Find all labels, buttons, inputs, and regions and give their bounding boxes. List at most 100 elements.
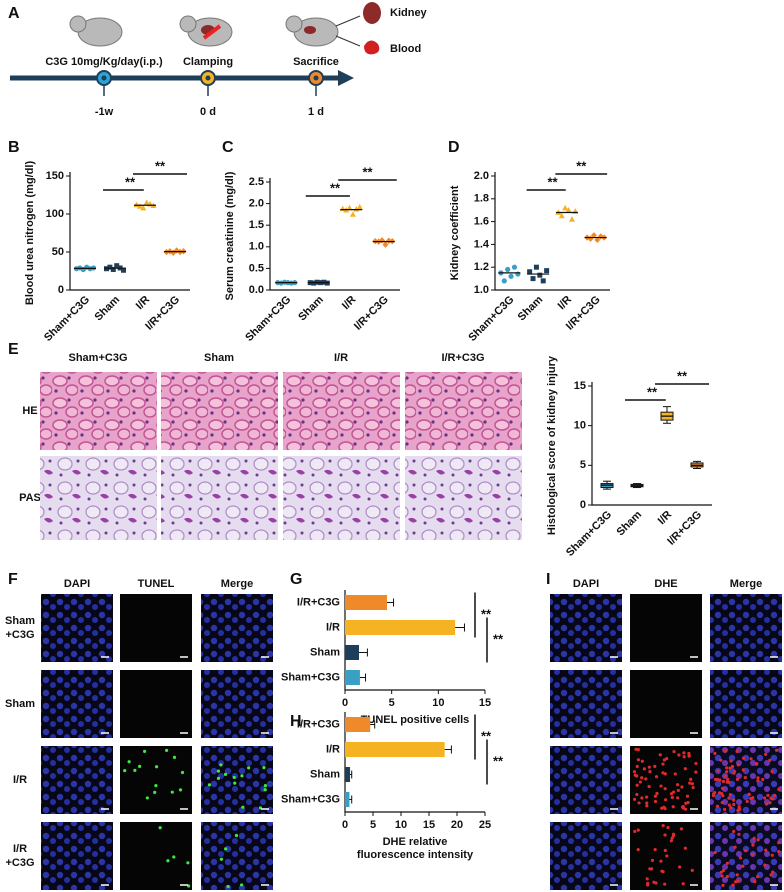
- micrograph: [630, 670, 702, 738]
- stained-cell: [721, 794, 725, 798]
- stained-cell: [727, 796, 731, 800]
- micrograph: [550, 670, 622, 738]
- timepoint-core: [101, 75, 107, 81]
- micrograph: [120, 822, 192, 890]
- data-point: [508, 273, 514, 279]
- stained-cell: [645, 795, 649, 799]
- micrograph: [201, 594, 273, 662]
- micrograph: [161, 456, 278, 540]
- stained-cell: [751, 843, 755, 847]
- panel-label: I: [546, 571, 550, 588]
- stained-cell: [263, 784, 268, 788]
- y-tick-label: 100: [46, 208, 64, 220]
- stained-cell: [690, 868, 694, 872]
- stained-cell: [636, 748, 640, 752]
- row-label: I/R: [13, 774, 27, 786]
- stained-cell: [673, 772, 677, 776]
- bar: [345, 792, 350, 807]
- stained-cell: [671, 834, 676, 838]
- stained-cell: [658, 753, 662, 757]
- stained-cell: [756, 838, 760, 842]
- error-bar: [359, 648, 368, 657]
- micrograph: [41, 594, 113, 662]
- stained-cell: [764, 752, 768, 756]
- stained-cell: [718, 778, 722, 782]
- y-tick-label: 1.5: [249, 219, 264, 231]
- stained-cell: [655, 791, 659, 796]
- y-axis-label: Blood urea nitrogen (mg/dl): [24, 161, 36, 306]
- panel-label: A: [8, 5, 20, 22]
- stained-cell: [756, 776, 760, 780]
- bar: [345, 670, 360, 685]
- stained-cell: [240, 774, 244, 778]
- data-point: [121, 267, 126, 273]
- stained-cell: [771, 870, 775, 874]
- micrograph: [550, 746, 622, 814]
- y-tick-label: I/R+C3G: [297, 596, 340, 608]
- stained-cell: [170, 790, 174, 794]
- stained-cell: [725, 766, 729, 770]
- stained-cell: [263, 788, 267, 792]
- stained-cell: [232, 775, 236, 780]
- data-point: [558, 212, 565, 219]
- error-bar: [455, 623, 465, 632]
- stained-cell: [650, 858, 655, 862]
- step-time: 1 d: [308, 106, 324, 118]
- stained-cell: [725, 770, 729, 774]
- stained-cell: [766, 793, 770, 797]
- stained-cell: [645, 801, 649, 805]
- stained-cell: [127, 760, 131, 764]
- y-tick-label: 0.0: [249, 284, 264, 296]
- y-tick-label: Sham: [310, 768, 340, 780]
- stained-cell: [240, 883, 244, 887]
- stained-cell: [764, 848, 768, 852]
- stained-cell: [247, 766, 251, 770]
- bar: [345, 595, 387, 610]
- bar: [345, 645, 359, 660]
- stained-cell: [645, 804, 649, 808]
- stained-cell: [636, 828, 640, 832]
- micrograph: [120, 594, 192, 662]
- stained-cell: [637, 801, 641, 805]
- stained-cell: [719, 870, 723, 874]
- stained-cell: [653, 799, 658, 804]
- x-tick-label: 5: [389, 697, 395, 709]
- stained-cell: [730, 764, 735, 769]
- significance-label: **: [647, 384, 658, 399]
- significance-label: **: [155, 158, 166, 173]
- stained-cell: [733, 845, 737, 849]
- stained-cell: [723, 749, 727, 753]
- stained-cell: [635, 783, 639, 787]
- bar: [345, 742, 445, 757]
- stained-cell: [683, 846, 687, 850]
- stained-cell: [723, 807, 727, 811]
- timeline-art: [10, 2, 381, 86]
- micrograph: [201, 822, 273, 890]
- row-label: +C3G: [5, 857, 34, 869]
- significance-label: **: [481, 728, 492, 743]
- stained-cell: [680, 785, 684, 789]
- stained-cell: [713, 850, 717, 855]
- stained-cell: [234, 833, 239, 838]
- data-point: [140, 204, 147, 211]
- x-tick-label: Sham+C3G: [466, 294, 516, 344]
- x-tick-label: 0: [342, 819, 348, 831]
- x-tick-label: Sham+C3G: [42, 294, 92, 344]
- y-tick-label: Sham+C3G: [281, 793, 340, 805]
- stained-cell: [732, 802, 736, 807]
- bar: [345, 767, 351, 782]
- stained-cell: [735, 749, 739, 753]
- stained-cell: [770, 769, 774, 773]
- stained-cell: [672, 749, 676, 754]
- stained-cell: [223, 772, 228, 776]
- stained-cell: [769, 796, 773, 800]
- stained-cell: [662, 805, 666, 809]
- stained-cell: [644, 777, 648, 781]
- stained-cell: [172, 855, 176, 859]
- y-tick-label: 2.0: [249, 198, 264, 210]
- x-tick-label: 15: [479, 697, 491, 709]
- stained-cell: [741, 756, 746, 760]
- stained-cell: [653, 794, 657, 798]
- stained-cell: [775, 748, 779, 752]
- data-point: [136, 203, 143, 209]
